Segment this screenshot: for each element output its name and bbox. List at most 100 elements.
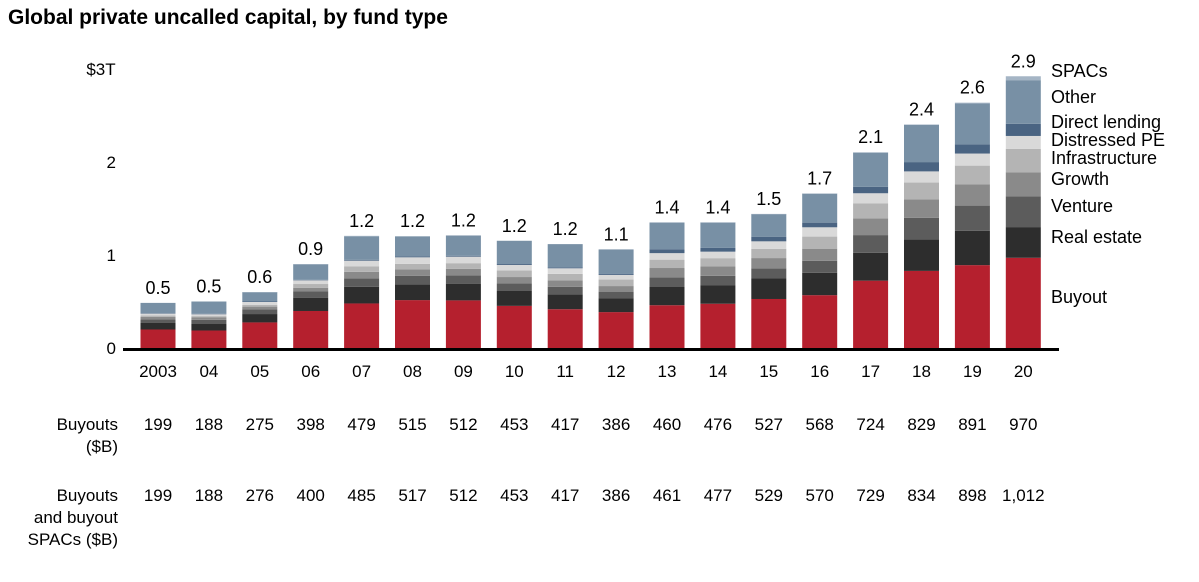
bar-segment-6-11 xyxy=(700,247,736,252)
bar-segment-3-15 xyxy=(904,199,939,218)
bar-segment-2-4 xyxy=(344,278,380,287)
bar-segment-7-15 xyxy=(904,124,939,163)
table-cell-buyouts-spacs-12: 529 xyxy=(755,486,783,505)
total-label-6: 1.2 xyxy=(451,210,476,230)
bar-segment-1-8 xyxy=(547,294,583,310)
table-cell-buyouts-9: 386 xyxy=(602,415,630,434)
bar-segment-3-8 xyxy=(547,280,583,287)
table-cell-buyouts-spacs-10: 461 xyxy=(653,486,681,505)
bar-segment-3-16 xyxy=(954,184,990,206)
x-tick-label-10: 13 xyxy=(658,362,677,381)
bar-segment-5-0 xyxy=(140,313,176,316)
bar-segment-8-4 xyxy=(344,235,380,237)
total-label-8: 1.2 xyxy=(553,219,578,239)
bar-segment-5-5 xyxy=(395,257,430,264)
table-cell-buyouts-spacs-9: 386 xyxy=(602,486,630,505)
bar-segment-3-1 xyxy=(191,317,227,320)
bar-segment-6-12 xyxy=(751,236,787,242)
y-tick-label-2: 2 xyxy=(107,153,116,172)
bar-segment-4-16 xyxy=(954,165,990,185)
bar-segment-3-2 xyxy=(242,306,278,310)
table-cell-buyouts-spacs-8: 417 xyxy=(551,486,579,505)
bar-segment-7-3 xyxy=(293,264,329,280)
table-cell-buyouts-spacs-0: 199 xyxy=(144,486,172,505)
table-cell-buyouts-2: 275 xyxy=(246,415,274,434)
bar-segment-2-6 xyxy=(445,275,481,284)
bar-segment-7-9 xyxy=(598,249,634,274)
bar-segment-4-10 xyxy=(649,259,685,269)
bar-segment-1-11 xyxy=(700,285,736,304)
x-tick-label-15: 18 xyxy=(912,362,931,381)
bar-segment-3-0 xyxy=(140,316,176,320)
bar-segment-0-0 xyxy=(140,329,176,348)
total-label-15: 2.4 xyxy=(909,99,934,119)
bar-segment-1-7 xyxy=(496,290,532,306)
y-tick-label-0: 0 xyxy=(107,339,116,358)
bar-segment-5-17 xyxy=(1005,135,1041,149)
bar-segment-5-11 xyxy=(700,251,736,259)
bar-segment-5-14 xyxy=(853,193,889,204)
legend-label-3: Growth xyxy=(1051,169,1109,189)
bar-segment-1-3 xyxy=(293,297,329,311)
total-label-12: 1.5 xyxy=(756,189,781,209)
table-cell-buyouts-4: 479 xyxy=(347,415,375,434)
table-cell-buyouts-6: 512 xyxy=(449,415,477,434)
bar-segment-7-5 xyxy=(395,236,430,257)
bar-segment-5-10 xyxy=(649,253,685,260)
bar-segment-5-13 xyxy=(802,227,838,237)
total-label-11: 1.4 xyxy=(705,197,730,217)
table-cell-buyouts-spacs-14: 729 xyxy=(856,486,884,505)
bar-segment-5-15 xyxy=(904,171,939,183)
bar-segment-2-7 xyxy=(496,283,532,291)
bar-segment-6-16 xyxy=(954,144,990,154)
bar-segment-0-12 xyxy=(751,298,787,348)
bar-segment-2-2 xyxy=(242,309,278,315)
bar-segment-1-5 xyxy=(395,284,430,301)
total-label-4: 1.2 xyxy=(349,211,374,231)
bar-segment-4-5 xyxy=(395,263,430,270)
x-tick-label-3: 06 xyxy=(301,362,320,381)
bar-segment-1-0 xyxy=(140,322,176,330)
bar-segment-3-4 xyxy=(344,271,380,279)
table-cell-buyouts-14: 724 xyxy=(856,415,884,434)
bar-segment-0-3 xyxy=(293,310,329,348)
bar-segment-4-17 xyxy=(1005,148,1041,173)
total-label-3: 0.9 xyxy=(298,239,323,259)
table-cell-buyouts-spacs-11: 477 xyxy=(704,486,732,505)
bar-segment-2-13 xyxy=(802,260,838,273)
legend-label-6: Direct lending xyxy=(1051,112,1161,132)
bar-segment-2-11 xyxy=(700,275,736,286)
bar-segment-4-9 xyxy=(598,279,634,287)
table-cell-buyouts-spacs-5: 517 xyxy=(398,486,426,505)
bar-segment-5-12 xyxy=(751,241,787,249)
bar-segment-4-2 xyxy=(242,304,278,307)
table-cell-buyouts-16: 891 xyxy=(958,415,986,434)
bar-segment-8-3 xyxy=(293,264,329,265)
bar-segment-4-0 xyxy=(140,315,176,317)
bar-segment-3-14 xyxy=(853,218,889,236)
bar-segment-3-5 xyxy=(395,269,430,276)
table-row-label-2: Buyouts and buyout SPACs ($B) xyxy=(27,486,118,549)
bar-segment-1-4 xyxy=(344,286,380,304)
bar-segment-7-4 xyxy=(344,236,380,260)
bar-segment-6-2 xyxy=(242,301,278,302)
bar-segment-1-9 xyxy=(598,298,634,313)
bar-segment-4-7 xyxy=(496,270,532,278)
bar-segment-3-6 xyxy=(445,268,481,276)
bar-segment-8-14 xyxy=(853,152,889,153)
chart-title: Global private uncalled capital, by fund… xyxy=(8,6,448,29)
table-cell-buyouts-1: 188 xyxy=(195,415,223,434)
bar-segment-6-0 xyxy=(140,313,176,314)
bar-segment-6-17 xyxy=(1005,123,1041,136)
bar-segment-7-17 xyxy=(1005,80,1041,124)
bar-segment-5-2 xyxy=(242,301,278,305)
bar-segment-6-15 xyxy=(904,162,939,172)
bar-segment-3-13 xyxy=(802,248,838,261)
bar-segment-4-1 xyxy=(191,316,227,318)
bar-segment-1-6 xyxy=(445,283,481,301)
x-tick-label-11: 14 xyxy=(708,362,727,381)
y-tick-layer: 0 1 2 $3T xyxy=(86,60,116,358)
table-cell-buyouts-17: 970 xyxy=(1009,415,1037,434)
bar-segment-0-4 xyxy=(344,303,380,348)
bar-segment-1-17 xyxy=(1005,227,1041,258)
